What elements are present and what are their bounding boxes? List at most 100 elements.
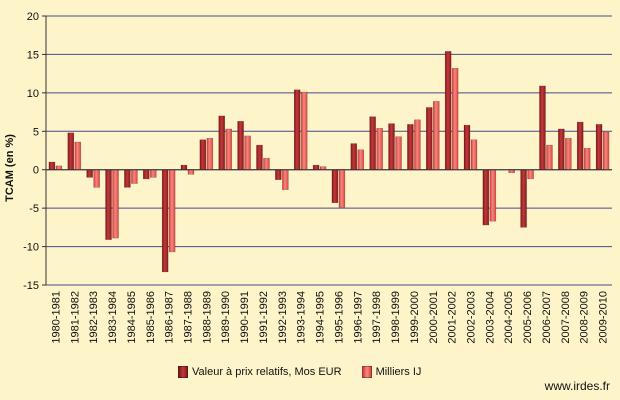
bar-series-1 [388,123,395,170]
legend: Valeur à prix relatifs, Mos EUR Milliers… [178,366,441,378]
bar-series-2 [93,169,100,188]
bar-series-2 [55,165,63,170]
bar-series-1 [426,107,433,170]
bar-series-1 [293,89,301,170]
y-tick-label: 0 [33,165,39,177]
y-axis-label: TCAM (en %) [4,134,16,202]
x-tick-label: 2006-2007 [541,291,553,344]
bar-series-2 [112,169,119,239]
bar-series-1 [105,169,112,240]
x-tick-label: 1998-1999 [390,291,402,344]
x-tick-label: 1993-1994 [296,291,308,344]
y-tick-labels: -15 -10 -5 0 5 10 15 20 [23,11,39,292]
x-tick-label: 1985-1986 [145,291,157,344]
bar-series-1 [180,164,188,170]
bar-series-2 [602,131,610,170]
legend-item-series-1: Valeur à prix relatifs, Mos EUR [178,366,342,378]
bar-series-1 [275,169,282,180]
bar-series-1 [199,139,207,170]
bar-series-2 [263,157,270,170]
bar-series-2 [206,137,214,170]
x-tick-label: 1996-1997 [352,291,364,344]
bar-series-2 [74,141,82,170]
bar-series-2 [414,119,421,170]
bar-series-2 [357,149,365,170]
bar-series-2 [282,169,289,190]
bar-series-1 [350,143,358,170]
bar-series-1 [444,51,452,170]
x-tick-label: 1987-1988 [183,291,195,344]
bar-series-1 [576,121,584,170]
grid-lines [42,15,612,286]
bar-series-2 [244,135,251,170]
bar-series-1 [67,132,75,170]
bar-series-2 [565,137,572,170]
bar-series-2 [451,68,459,170]
bar-series-2 [376,127,383,170]
y-tick-label: -5 [29,203,39,215]
bar-series-1 [369,116,376,170]
x-tick-label: 1992-1993 [277,291,289,344]
x-tick-label: 2002-2003 [466,291,478,344]
bar-series-2 [583,147,591,170]
bar-series-2 [187,169,195,175]
x-tick-label: 2007-2008 [560,291,572,344]
bar-series-1 [161,169,169,273]
x-tick-label: 1990-1991 [239,291,251,344]
bar-series-1 [86,169,93,178]
x-tick-label: 1983-1984 [107,291,119,344]
bar-series-1 [312,164,320,170]
bar-series-1 [218,115,225,170]
bar-series-2 [168,169,176,253]
x-tick-label: 2009-2010 [598,291,610,344]
y-tick-label: 10 [27,88,39,100]
bar-series-2 [470,139,478,170]
bar-series-1 [558,128,565,170]
bar-series-2 [546,144,553,170]
y-tick-label: 5 [33,126,39,138]
bar-series-1 [143,169,150,180]
bar-series-2 [131,169,138,184]
x-tick-label: 2008-2009 [579,291,591,344]
bar-series-2 [225,128,232,170]
x-tick-labels: 1980-1981 1981-1982 1982-1983 1983-1984 1984… [50,291,609,344]
bar-series-2 [150,169,157,178]
x-tick-label: 1980-1981 [50,291,62,344]
bar-series-2 [527,169,534,180]
x-tick-label: 2005-2006 [522,291,534,344]
x-tick-label: 1981-1982 [69,291,81,344]
bar-series-1 [48,161,56,170]
bar-series-1 [539,85,546,170]
y-tick-label: -15 [23,280,39,292]
x-tick-label: 1999-2000 [409,291,421,344]
bar-series-1 [256,144,263,170]
legend-item-series-2: Milliers IJ [361,366,422,378]
bar-series-1 [331,169,339,204]
x-tick-label: 1997-1998 [371,291,383,344]
x-tick-label: 1984-1985 [126,291,138,344]
x-tick-label: 1995-1996 [333,291,345,344]
bar-series-1 [407,124,414,170]
x-tick-label: 1988-1989 [201,291,213,344]
bar-series-1 [237,121,244,170]
watermark: www.irdes.fr [544,379,610,393]
bar-series-2 [433,101,440,170]
y-tick-label: 15 [27,49,39,61]
x-tick-label: 1991-1992 [258,291,270,344]
bar-series-2 [338,169,346,208]
bar-series-1 [124,169,131,188]
legend-swatch-series-1 [178,366,188,378]
x-tick-label: 1982-1983 [88,291,100,344]
bar-series-1 [482,169,490,226]
bar-series-1 [520,169,527,228]
x-tick-label: 2001-2002 [447,291,459,344]
bar-series-2 [489,169,497,222]
x-tick-label: 2003-2004 [484,291,496,344]
y-tick-label: -10 [23,242,39,254]
axes [45,16,612,285]
legend-label-series-2: Milliers IJ [375,366,422,378]
x-tick-label: 2000-2001 [428,291,440,344]
bar-series-2 [300,91,308,170]
x-tick-label: 1986-1987 [164,291,176,344]
